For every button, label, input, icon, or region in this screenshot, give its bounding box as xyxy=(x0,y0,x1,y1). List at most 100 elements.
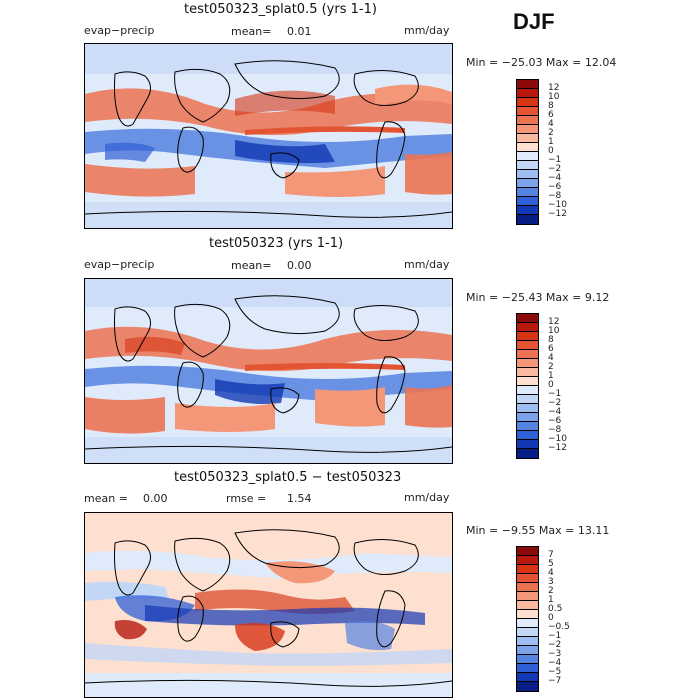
colorbar-cell xyxy=(517,413,538,422)
colorbar-cell xyxy=(517,440,538,449)
colorbar-cell xyxy=(517,116,538,125)
colorbar-tick: 8 xyxy=(548,335,554,345)
colorbar-tick: 0.5 xyxy=(548,604,563,614)
colorbar-cell xyxy=(517,215,538,224)
colorbar-tick: 4 xyxy=(548,119,554,129)
units-label-bottom: mm/day xyxy=(404,491,450,504)
colorbar-tick: 6 xyxy=(548,344,554,354)
colorbar-tick: −7 xyxy=(548,676,562,686)
panel-title-middle: test050323 (yrs 1-1) xyxy=(209,236,344,251)
colorbar-tick: −3 xyxy=(548,649,562,659)
colorbar-cell xyxy=(517,664,538,673)
colorbar-cell xyxy=(517,395,538,404)
colorbar-cell xyxy=(517,341,538,350)
colorbar-middle xyxy=(516,313,539,459)
mean-label-top: mean= xyxy=(231,25,272,38)
colorbar-tick: −5 xyxy=(548,667,562,677)
rmse-value-bottom: 1.54 xyxy=(287,492,312,505)
colorbar-cell xyxy=(517,80,538,89)
panel-title-top: test050323_splat0.5 (yrs 1-1) xyxy=(184,2,377,17)
colorbar-tick: 10 xyxy=(548,326,560,336)
colorbar-tick: −4 xyxy=(548,407,562,417)
rmse-label-bottom: rmse = xyxy=(226,492,267,505)
colorbar-cell xyxy=(517,161,538,170)
colorbar-cell xyxy=(517,188,538,197)
colorbar-cell xyxy=(517,637,538,646)
colorbar-tick: −6 xyxy=(548,416,562,426)
mean-label-middle: mean= xyxy=(231,259,272,272)
colorbar-tick: 4 xyxy=(548,568,554,578)
colorbar-tick: −2 xyxy=(548,164,562,174)
minmax-label-top: Min = −25.03 Max = 12.04 xyxy=(466,56,617,69)
map-panel-middle xyxy=(84,278,453,464)
map-panel-top xyxy=(84,43,453,229)
colorbar-cell xyxy=(517,619,538,628)
colorbar-tick: −0.5 xyxy=(548,622,570,632)
colorbar-cell xyxy=(517,368,538,377)
colorbar-cell xyxy=(517,377,538,386)
colorbar-tick: 12 xyxy=(548,317,560,327)
colorbar-cell xyxy=(517,332,538,341)
colorbar-cell xyxy=(517,673,538,682)
colorbar-cell xyxy=(517,350,538,359)
variable-label-middle: evap−precip xyxy=(84,258,155,271)
colorbar-cell xyxy=(517,170,538,179)
colorbar-cell xyxy=(517,682,538,691)
colorbar-cell xyxy=(517,89,538,98)
colorbar-cell xyxy=(517,323,538,332)
mean-label-bottom: mean = xyxy=(84,492,128,505)
colorbar-tick: 2 xyxy=(548,586,554,596)
season-label: DJF xyxy=(513,9,555,34)
variable-label-top: evap−precip xyxy=(84,24,155,37)
colorbar-tick: 12 xyxy=(548,83,560,93)
colorbar-tick: 1 xyxy=(548,595,554,605)
colorbar-tick: 0 xyxy=(548,146,554,156)
colorbar-cell xyxy=(517,404,538,413)
minmax-label-middle: Min = −25.43 Max = 9.12 xyxy=(466,291,610,304)
colorbar-cell xyxy=(517,565,538,574)
units-label-middle: mm/day xyxy=(404,258,450,271)
colorbar-tick: −8 xyxy=(548,425,562,435)
colorbar-tick: −1 xyxy=(548,389,562,399)
colorbar-tick: −4 xyxy=(548,658,562,668)
colorbar-tick: −12 xyxy=(548,443,567,453)
colorbar-cell xyxy=(517,610,538,619)
colorbar-cell xyxy=(517,422,538,431)
colorbar-tick: 1 xyxy=(548,137,554,147)
colorbar-cell xyxy=(517,98,538,107)
colorbar-cell xyxy=(517,143,538,152)
colorbar-tick: 10 xyxy=(548,92,560,102)
colorbar-tick: −2 xyxy=(548,398,562,408)
colorbar-tick: −10 xyxy=(548,200,567,210)
colorbar-tick: −1 xyxy=(548,631,562,641)
colorbar-cell xyxy=(517,314,538,323)
colorbar-cell xyxy=(517,574,538,583)
colorbar-cell xyxy=(517,134,538,143)
colorbar-top xyxy=(516,79,539,225)
colorbar-tick: −6 xyxy=(548,182,562,192)
colorbar-tick: 8 xyxy=(548,101,554,111)
colorbar-cell xyxy=(517,547,538,556)
colorbar-tick: −4 xyxy=(548,173,562,183)
map-panel-bottom xyxy=(84,512,453,698)
colorbar-cell xyxy=(517,628,538,637)
minmax-label-bottom: Min = −9.55 Max = 13.11 xyxy=(466,524,610,537)
colorbar-cell xyxy=(517,601,538,610)
colorbar-tick: −8 xyxy=(548,191,562,201)
mean-value-bottom: 0.00 xyxy=(143,492,168,505)
colorbar-tick: 7 xyxy=(548,550,554,560)
colorbar-cell xyxy=(517,449,538,458)
colorbar-tick: −1 xyxy=(548,155,562,165)
colorbar-cell xyxy=(517,556,538,565)
units-label-top: mm/day xyxy=(404,24,450,37)
colorbar-cell xyxy=(517,386,538,395)
colorbar-cell xyxy=(517,592,538,601)
colorbar-cell xyxy=(517,152,538,161)
colorbar-cell xyxy=(517,655,538,664)
colorbar-cell xyxy=(517,206,538,215)
colorbar-cell xyxy=(517,359,538,368)
colorbar-tick: 1 xyxy=(548,371,554,381)
mean-value-top: 0.01 xyxy=(287,25,312,38)
colorbar-cell xyxy=(517,646,538,655)
colorbar-cell xyxy=(517,197,538,206)
